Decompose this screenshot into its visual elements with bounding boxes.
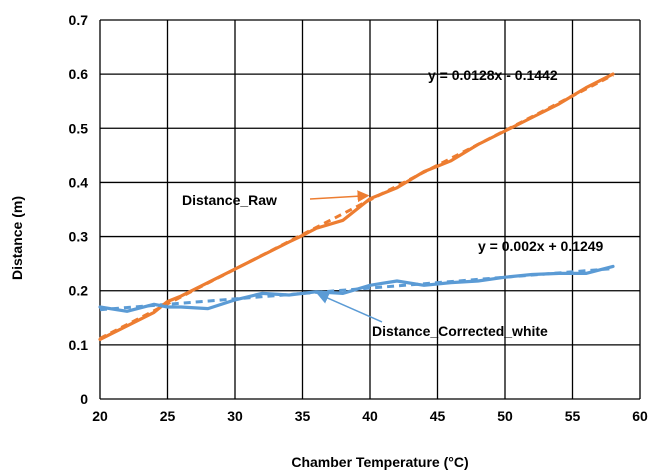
x-tick-label: 45 xyxy=(430,408,446,424)
callout-arrow-raw xyxy=(309,190,370,203)
x-tick-label: 35 xyxy=(295,408,311,424)
y-tick-label: 0.6 xyxy=(69,66,89,82)
x-tick-label: 30 xyxy=(227,408,243,424)
annotations: y = 0.0128x - 0.1442 y = 0.002x + 0.1249 D… xyxy=(182,67,604,339)
x-tick-label: 60 xyxy=(632,408,648,424)
y-tick-label: 0.5 xyxy=(69,120,89,136)
y-tick-label: 0.3 xyxy=(69,229,89,245)
x-tick-label: 20 xyxy=(92,408,108,424)
x-tick-label: 55 xyxy=(565,408,581,424)
y-tick-label: 0.7 xyxy=(69,12,89,28)
x-tick-labels: 20 25 30 35 40 45 50 55 60 xyxy=(92,408,648,424)
y-tick-labels: 0 0.1 0.2 0.3 0.4 0.5 0.6 0.7 xyxy=(69,12,89,407)
callout-label-corrected: Distance_Corrected_white xyxy=(372,323,548,339)
trendline-equation-raw: y = 0.0128x - 0.1442 xyxy=(428,67,558,83)
x-tick-label: 25 xyxy=(160,408,176,424)
y-tick-label: 0.1 xyxy=(69,337,89,353)
x-tick-label: 50 xyxy=(497,408,513,424)
callout-label-raw: Distance_Raw xyxy=(182,192,277,208)
callout-arrow-corrected xyxy=(316,292,383,323)
series-line-distance-corrected-white xyxy=(98,264,615,313)
x-axis-title: Chamber Temperature (°C) xyxy=(291,454,468,470)
y-tick-label: 0.4 xyxy=(69,174,89,190)
y-axis-title: Distance (m) xyxy=(9,196,25,280)
series-lines xyxy=(98,72,615,341)
y-tick-label: 0.2 xyxy=(69,283,89,299)
series-line-distance-raw xyxy=(98,72,615,341)
grid xyxy=(99,19,641,400)
y-tick-label: 0 xyxy=(80,391,88,407)
x-tick-label: 40 xyxy=(362,408,378,424)
trendline-equation-corrected: y = 0.002x + 0.1249 xyxy=(478,238,604,254)
